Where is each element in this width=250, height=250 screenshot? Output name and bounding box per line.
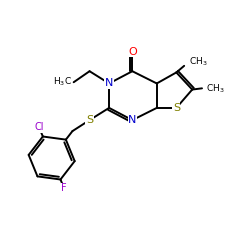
- Text: N: N: [105, 78, 113, 88]
- Text: O: O: [128, 47, 137, 57]
- Text: F: F: [61, 183, 67, 193]
- Text: N: N: [128, 115, 136, 125]
- Text: H$_3$C: H$_3$C: [53, 76, 72, 88]
- Text: S: S: [173, 103, 180, 113]
- Text: CH$_3$: CH$_3$: [188, 56, 207, 68]
- Text: S: S: [86, 115, 93, 125]
- Text: CH$_3$: CH$_3$: [206, 82, 225, 94]
- Text: Cl: Cl: [34, 122, 44, 132]
